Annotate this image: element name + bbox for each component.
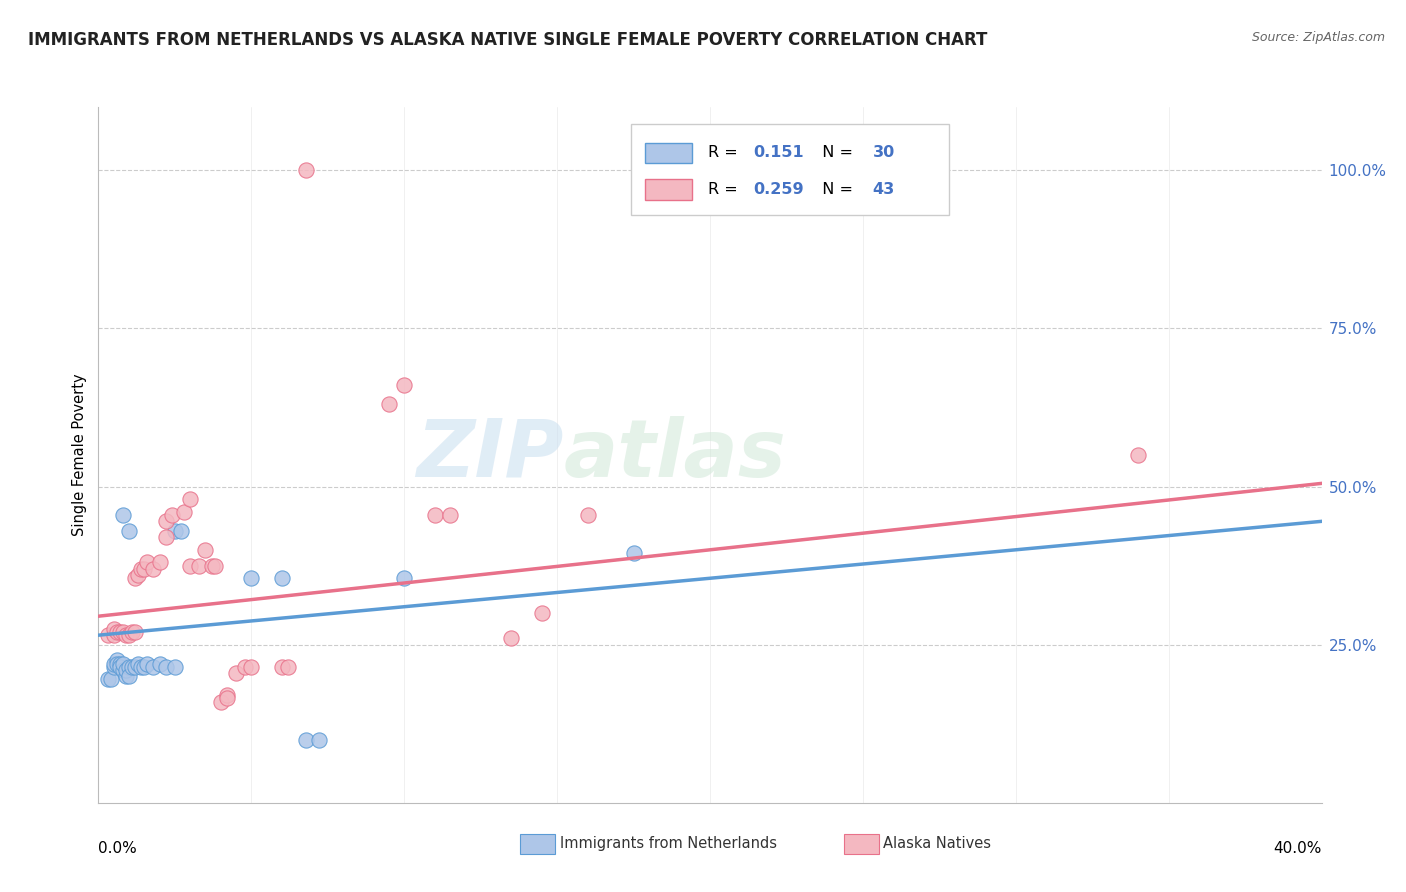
Point [105, 625, 128, 640]
Point [103, 660, 125, 674]
Point [142, 562, 165, 576]
Point [233, 660, 256, 674]
Point [124, 660, 146, 674]
Text: N =: N = [811, 145, 858, 161]
Text: N =: N = [811, 182, 858, 196]
Point [118, 669, 141, 683]
Point [439, 508, 461, 522]
Point [179, 558, 201, 573]
Point [115, 663, 138, 677]
Point [295, 732, 318, 747]
Point [111, 663, 134, 677]
Point [115, 669, 138, 683]
Text: 40.0%: 40.0% [1274, 841, 1322, 856]
Text: 43: 43 [873, 182, 896, 196]
Point [108, 657, 131, 671]
Text: IMMIGRANTS FROM NETHERLANDS VS ALASKA NATIVE SINGLE FEMALE POVERTY CORRELATION C: IMMIGRANTS FROM NETHERLANDS VS ALASKA NA… [28, 31, 987, 49]
Point [215, 691, 238, 706]
Point [129, 660, 152, 674]
Point [127, 657, 149, 671]
Point [170, 524, 193, 538]
Point [155, 660, 177, 674]
Point [160, 508, 183, 522]
Text: R =: R = [707, 145, 742, 161]
Point [142, 660, 165, 674]
Point [209, 695, 232, 709]
Point [215, 688, 238, 702]
Point [111, 625, 134, 640]
Point [100, 673, 122, 687]
Point [134, 562, 156, 576]
Point [124, 625, 146, 640]
Point [97, 673, 120, 687]
Point [103, 628, 125, 642]
Point [501, 632, 523, 646]
Point [111, 657, 134, 671]
Point [378, 397, 401, 411]
Point [188, 558, 211, 573]
Point [111, 508, 134, 522]
Text: Immigrants from Netherlands: Immigrants from Netherlands [560, 837, 776, 851]
Point [105, 653, 128, 667]
Point [136, 556, 159, 570]
Point [423, 508, 446, 522]
Point [200, 558, 222, 573]
Point [124, 571, 146, 585]
Point [155, 530, 177, 544]
Text: 0.151: 0.151 [752, 145, 803, 161]
Text: Source: ZipAtlas.com: Source: ZipAtlas.com [1251, 31, 1385, 45]
Point [118, 660, 141, 674]
Point [308, 732, 330, 747]
Point [173, 505, 195, 519]
Point [392, 378, 416, 392]
Point [118, 628, 141, 642]
Bar [645, 178, 692, 200]
Point [163, 660, 186, 674]
Point [105, 657, 128, 671]
Point [103, 622, 125, 636]
Point [134, 660, 156, 674]
Point [127, 568, 149, 582]
Text: Alaska Natives: Alaska Natives [883, 837, 991, 851]
Text: ZIP: ZIP [416, 416, 564, 494]
Point [97, 628, 120, 642]
Point [179, 492, 201, 507]
Text: atlas: atlas [564, 416, 786, 494]
Point [149, 657, 172, 671]
Y-axis label: Single Female Poverty: Single Female Poverty [72, 374, 87, 536]
Point [129, 562, 152, 576]
Point [392, 571, 416, 585]
Point [155, 514, 177, 528]
Point [136, 657, 159, 671]
Text: 0.0%: 0.0% [98, 841, 138, 856]
FancyBboxPatch shape [630, 124, 949, 215]
Point [225, 666, 247, 681]
Point [103, 657, 125, 671]
Point [121, 625, 143, 640]
Point [270, 571, 292, 585]
Point [1128, 448, 1150, 462]
Point [530, 606, 553, 620]
Point [149, 556, 172, 570]
Point [204, 558, 226, 573]
Point [623, 546, 645, 560]
Point [121, 660, 143, 674]
Point [270, 660, 292, 674]
Point [277, 660, 299, 674]
Point [576, 508, 599, 522]
Point [295, 163, 318, 178]
Text: 30: 30 [873, 145, 896, 161]
Point [163, 524, 186, 538]
Point [108, 625, 131, 640]
Text: 0.259: 0.259 [752, 182, 803, 196]
Point [115, 628, 138, 642]
Point [108, 660, 131, 674]
Point [240, 660, 263, 674]
Point [194, 542, 217, 557]
Point [240, 571, 263, 585]
Text: R =: R = [707, 182, 742, 196]
Bar [645, 143, 692, 163]
Point [118, 524, 141, 538]
